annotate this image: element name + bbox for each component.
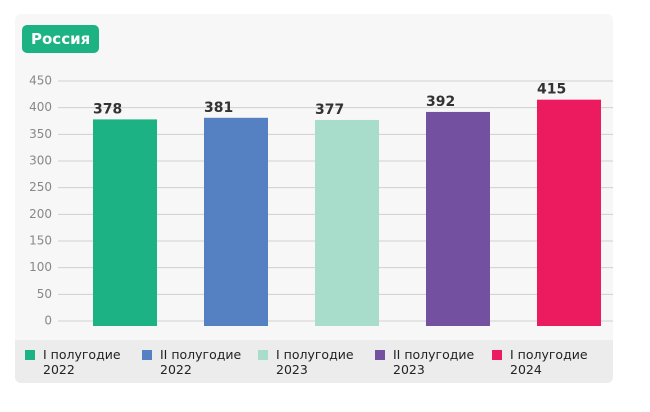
y-tick-label: 450	[29, 74, 52, 88]
bar	[93, 119, 157, 327]
legend-label: II полугодие 2022	[160, 347, 242, 377]
legend-item: II полугодие 2022	[142, 347, 255, 377]
legend-swatch	[258, 350, 268, 360]
y-tick-label: 100	[29, 260, 52, 274]
value-label: 378	[93, 101, 122, 117]
bar	[426, 111, 490, 326]
legend: I полугодие 2022 II полугодие 2022 I полуг…	[15, 340, 613, 383]
legend-item: I полугодие 2023	[258, 347, 371, 377]
legend-item: I полугодие 2022	[25, 347, 138, 377]
value-label: 381	[204, 100, 233, 116]
legend-label: II полугодие 2023	[393, 347, 475, 377]
legend-item: I полугодие 2024	[492, 347, 605, 377]
value-label: 377	[315, 102, 344, 118]
y-tick-label: 400	[29, 100, 52, 114]
bar	[315, 119, 379, 326]
legend-swatch	[25, 350, 35, 360]
legend-swatch	[142, 350, 152, 360]
legend-item: II полугодие 2023	[375, 347, 488, 377]
y-tick-label: 0	[44, 314, 52, 328]
legend-label: I полугодие 2024	[510, 347, 588, 377]
legend-label: I полугодие 2023	[276, 347, 354, 377]
legend-swatch	[492, 350, 502, 360]
chart-title: Россия	[22, 25, 100, 53]
y-tick-label: 150	[29, 234, 52, 248]
y-tick-label: 250	[29, 180, 52, 194]
legend-swatch	[375, 350, 385, 360]
y-tick-label: 50	[37, 287, 52, 301]
legend-label: I полугодие 2022	[43, 347, 121, 377]
y-tick-label: 200	[29, 207, 52, 221]
value-label: 392	[426, 94, 455, 110]
value-label: 415	[537, 82, 566, 98]
y-tick-label: 300	[29, 154, 52, 168]
bar	[537, 99, 601, 327]
bar	[204, 117, 268, 326]
y-tick-label: 350	[29, 127, 52, 141]
